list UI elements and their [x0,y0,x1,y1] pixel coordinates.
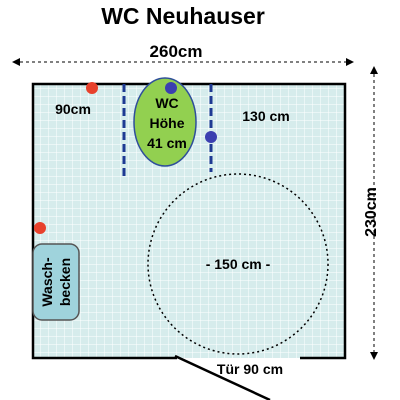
toilet-label-line1: WC [155,95,178,111]
blue-marker-top [165,82,177,94]
left-clearance-label: 90cm [55,101,91,117]
width-dimension-label: 260cm [150,42,203,61]
red-marker-top [86,82,98,94]
height-dimension-label: 230cm [363,187,380,237]
sink-label-line2: becken [57,258,73,306]
sink-label-line1: Wasch- [39,257,55,307]
turning-circle-label: - 150 cm - [206,256,271,272]
page-title: WC Neuhauser [101,3,265,29]
sink [32,243,80,321]
door-leaf [174,354,271,400]
toilet-label-line2: Höhe [150,115,185,131]
door-label: Tür 90 cm [217,361,283,377]
red-marker-left [34,222,46,234]
room-walls [31,82,347,360]
turning-circle [147,173,329,355]
right-clearance-label: 130 cm [242,108,289,124]
blue-marker-right [205,131,217,143]
toilet [133,77,197,167]
toilet-label-line3: 41 cm [147,135,187,151]
